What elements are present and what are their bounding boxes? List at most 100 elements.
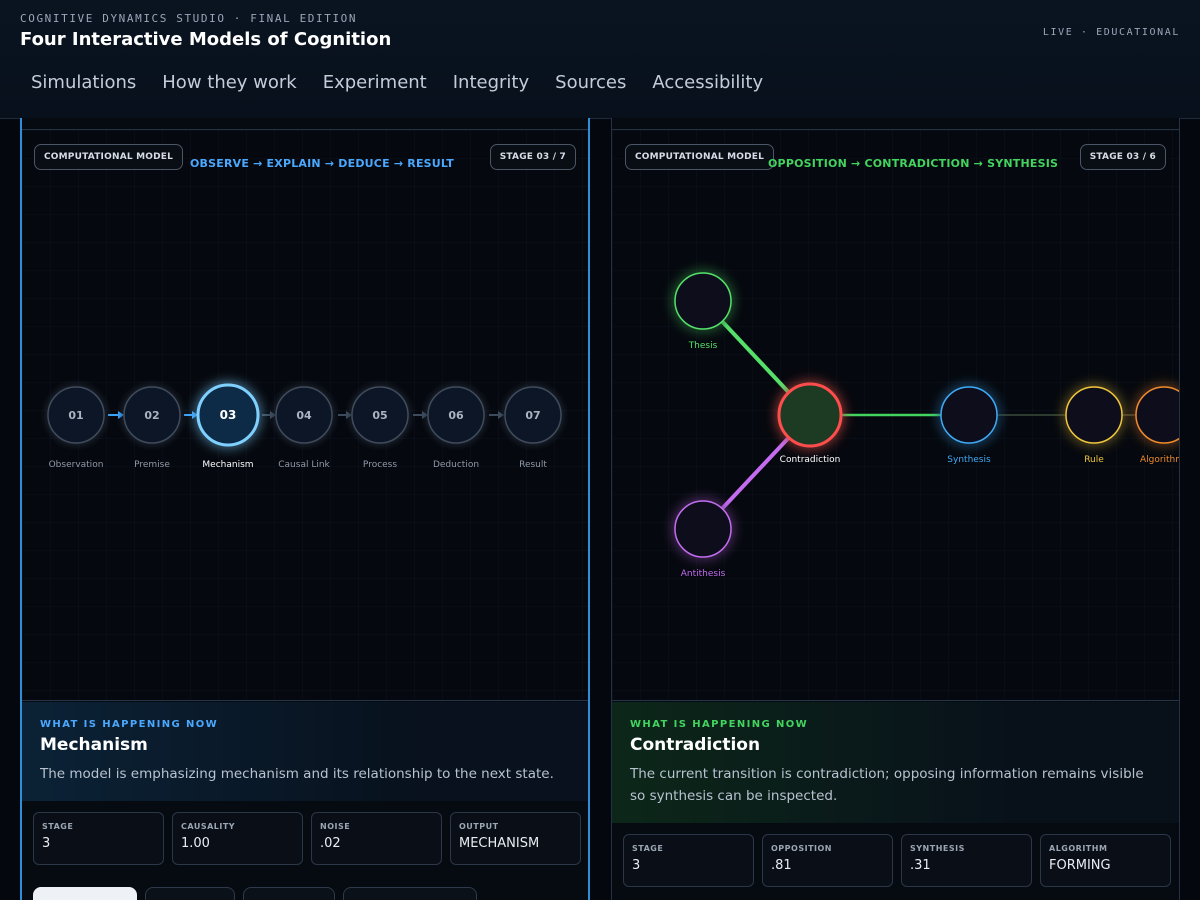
node-algorithm[interactable]	[1135, 386, 1179, 444]
flow-caption: OBSERVE → EXPLAIN → DEDUCE → RESULT	[190, 157, 455, 170]
control-button-primary[interactable]	[33, 887, 137, 900]
nav-sources[interactable]: Sources	[555, 72, 627, 93]
stat-stage: STAGE 3	[623, 834, 754, 887]
card-divider	[612, 129, 1179, 130]
node-07[interactable]	[504, 386, 562, 444]
arrow-03-04	[262, 411, 276, 419]
control-button-4[interactable]	[343, 887, 477, 900]
control-button-2[interactable]	[145, 887, 235, 900]
node-07-number: 07	[525, 409, 540, 422]
node-05[interactable]	[351, 386, 409, 444]
node-07-label: Result	[519, 460, 547, 470]
main-nav: Simulations How they work Experiment Int…	[31, 72, 763, 93]
stat-output: OUTPUT MECHANISM	[450, 812, 581, 865]
stat-stage-key: STAGE	[42, 822, 74, 831]
node-algorithm-label: Algorithm	[1139, 455, 1180, 465]
node-rule-label: Rule	[1084, 455, 1104, 465]
node-antithesis[interactable]	[674, 500, 732, 558]
node-rule[interactable]	[1065, 386, 1123, 444]
stat-noise: NOISE .02	[311, 812, 442, 865]
node-03-active[interactable]	[196, 383, 260, 447]
nav-how-they-work[interactable]: How they work	[162, 72, 297, 93]
app-header: COGNITIVE DYNAMICS STUDIO · FINAL EDITIO…	[0, 0, 1200, 119]
stat-algorithm-value: FORMING	[1049, 858, 1111, 873]
node-synthesis-label: Synthesis	[947, 455, 991, 465]
arrow-06-07	[489, 411, 504, 419]
node-antithesis-label: Antithesis	[680, 569, 726, 579]
page-title: Four Interactive Models of Cognition	[20, 29, 392, 50]
node-contradiction-active[interactable]	[777, 382, 843, 448]
current-state-info: WHAT IS HAPPENING NOW Mechanism The mode…	[22, 702, 588, 801]
stat-synthesis-value: .31	[910, 858, 931, 873]
node-02-number: 02	[144, 409, 159, 422]
control-button-3[interactable]	[243, 887, 335, 900]
dialectic-visualization[interactable]: COMPUTATIONAL MODEL OPPOSITION → CONTRAD…	[612, 130, 1179, 701]
node-06-number: 06	[448, 409, 464, 422]
stat-algorithm-key: ALGORITHM	[1049, 844, 1108, 853]
node-01-label: Observation	[48, 460, 104, 470]
stat-output-value: MECHANISM	[459, 836, 540, 851]
stats-row: STAGE 3 OPPOSITION .81 SYNTHESIS .31 ALGORI…	[623, 834, 1171, 887]
model-label-pill: COMPUTATIONAL MODEL	[34, 144, 184, 170]
info-description: The current transition is contradiction;…	[630, 766, 1144, 804]
info-heading: Contradiction	[630, 735, 761, 755]
stat-causality-value: 1.00	[181, 836, 210, 851]
stat-synthesis-key: SYNTHESIS	[910, 844, 965, 853]
current-state-info: WHAT IS HAPPENING NOW Contradiction The …	[612, 702, 1179, 823]
node-03-label: Mechanism	[202, 460, 254, 470]
node-thesis[interactable]	[674, 272, 732, 330]
stat-stage-key: STAGE	[632, 844, 664, 853]
info-kicker: WHAT IS HAPPENING NOW	[630, 719, 809, 730]
arrow-04-05	[338, 411, 352, 419]
node-02[interactable]	[123, 386, 181, 444]
linear-visualization[interactable]: COMPUTATIONAL MODEL OBSERVE → EXPLAIN → …	[22, 130, 588, 701]
studio-eyebrow: COGNITIVE DYNAMICS STUDIO · FINAL EDITIO…	[20, 12, 358, 25]
stat-algorithm: ALGORITHM FORMING	[1040, 834, 1171, 887]
live-badge: LIVE · EDUCATIONAL	[1042, 27, 1180, 38]
dialectic-graph	[674, 272, 1179, 558]
stat-output-key: OUTPUT	[459, 822, 499, 831]
stats-row: STAGE 3 CAUSALITY 1.00 NOISE .02 OUTPUT MECH…	[33, 812, 581, 865]
stage-badge: STAGE 03 / 6	[1079, 144, 1166, 170]
info-heading: Mechanism	[40, 735, 148, 755]
node-05-label: Process	[362, 460, 398, 470]
node-05-number: 05	[372, 409, 387, 422]
stat-stage-value: 3	[42, 836, 51, 851]
stat-opposition: OPPOSITION .81	[762, 834, 893, 887]
stat-stage-value: 3	[632, 858, 641, 873]
nav-accessibility[interactable]: Accessibility	[652, 72, 764, 93]
node-synthesis[interactable]	[940, 386, 998, 444]
simulation-card-linear: COMPUTATIONAL MODEL OBSERVE → EXPLAIN → …	[20, 118, 590, 900]
arrow-02-03	[184, 411, 198, 419]
stat-noise-key: NOISE	[320, 822, 351, 831]
stat-noise-value: .02	[320, 836, 341, 851]
stage-badge: STAGE 03 / 7	[489, 144, 576, 170]
node-04-number: 04	[296, 409, 312, 422]
nav-experiment[interactable]: Experiment	[322, 72, 427, 93]
info-description: The model is emphasizing mechanism and i…	[40, 766, 554, 782]
chain-arrows	[108, 411, 504, 419]
node-03-number: 03	[220, 408, 237, 422]
node-04[interactable]	[275, 386, 333, 444]
nav-simulations[interactable]: Simulations	[31, 72, 137, 93]
node-06-label: Deduction	[432, 460, 480, 470]
linear-node-chain: 01 02 03 04 05 06 07	[47, 383, 562, 447]
card-divider	[22, 129, 588, 130]
arrow-01-02	[108, 411, 124, 419]
stat-causality-key: CAUSALITY	[181, 822, 236, 831]
control-buttons	[33, 887, 477, 900]
stat-stage: STAGE 3	[33, 812, 164, 865]
node-01[interactable]	[47, 386, 105, 444]
stat-opposition-key: OPPOSITION	[771, 844, 832, 853]
info-kicker: WHAT IS HAPPENING NOW	[40, 719, 219, 730]
node-contradiction-label: Contradiction	[779, 455, 841, 465]
node-04-label: Causal Link	[278, 460, 330, 470]
node-06[interactable]	[427, 386, 485, 444]
nav-integrity[interactable]: Integrity	[452, 72, 530, 93]
simulation-card-dialectic: COMPUTATIONAL MODEL OPPOSITION → CONTRAD…	[611, 118, 1180, 900]
flow-caption: OPPOSITION → CONTRADICTION → SYNTHESIS	[768, 157, 1059, 170]
stat-synthesis: SYNTHESIS .31	[901, 834, 1032, 887]
node-01-number: 01	[68, 409, 83, 422]
stat-causality: CAUSALITY 1.00	[172, 812, 303, 865]
